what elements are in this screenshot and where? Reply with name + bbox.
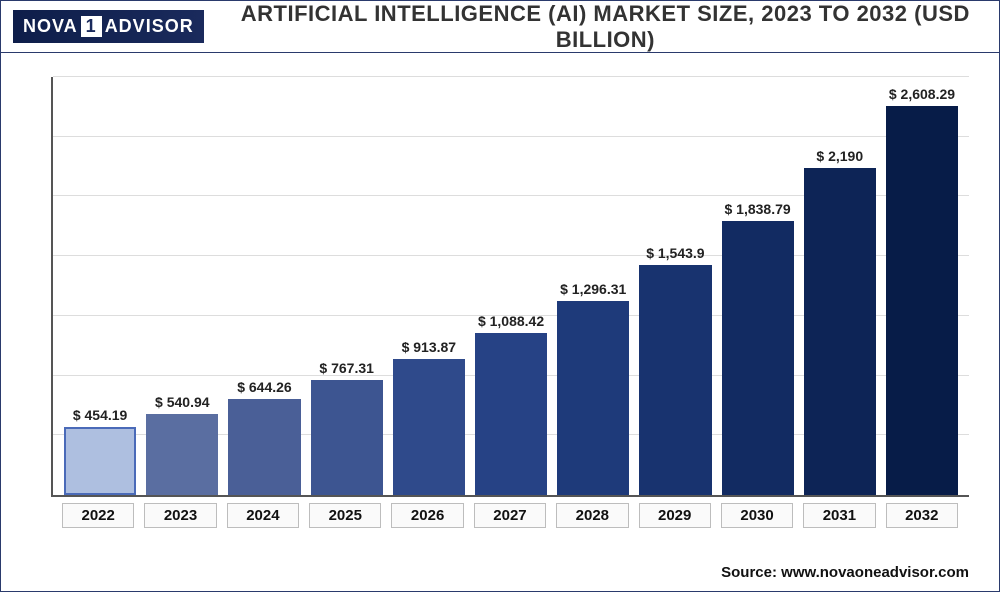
chart-title: ARTIFICIAL INTELLIGENCE (AI) MARKET SIZE… [224, 1, 987, 53]
logo-text-right: ADVISOR [105, 16, 194, 37]
bar-rect [475, 333, 547, 495]
bar-rect [393, 359, 465, 495]
x-axis-label: 2029 [639, 503, 711, 528]
bar-slot: $ 1,296.31 [552, 77, 634, 495]
bar-value-label: $ 1,543.9 [646, 245, 704, 261]
x-axis-label: 2028 [556, 503, 628, 528]
x-axis-label: 2030 [721, 503, 793, 528]
chart-container: $ 454.19 $ 540.94 $ 644.26 $ 767.31 $ 913.87… [1, 53, 999, 560]
bar-value-label: $ 2,608.29 [889, 86, 955, 102]
bar-value-label: $ 913.87 [402, 339, 457, 355]
logo-text-left: NOVA [23, 16, 78, 37]
x-axis-label: 2027 [474, 503, 546, 528]
source-url: www.novaoneadvisor.com [781, 564, 969, 581]
source-prefix: Source: [721, 564, 777, 581]
bar-value-label: $ 454.19 [73, 407, 128, 423]
bar-slot: $ 1,543.9 [634, 77, 716, 495]
bar-value-label: $ 540.94 [155, 394, 210, 410]
bar-value-label: $ 1,838.79 [725, 201, 791, 217]
bar-rect [557, 301, 629, 495]
bar-rect [804, 168, 876, 495]
bar-slot: $ 1,838.79 [717, 77, 799, 495]
bar-value-label: $ 1,088.42 [478, 313, 544, 329]
x-axis-label: 2032 [886, 503, 958, 528]
bar-rect [146, 414, 218, 495]
x-axis-label: 2031 [803, 503, 875, 528]
x-axis-label: 2023 [144, 503, 216, 528]
bar-rect [886, 106, 958, 495]
bar-slot: $ 913.87 [388, 77, 470, 495]
bar-slot: $ 767.31 [306, 77, 388, 495]
bar-value-label: $ 1,296.31 [560, 281, 626, 297]
brand-logo: NOVA 1 ADVISOR [13, 10, 204, 43]
bars-row: $ 454.19 $ 540.94 $ 644.26 $ 767.31 $ 913.87… [53, 77, 969, 495]
bar-rect [722, 221, 794, 496]
bar-value-label: $ 644.26 [237, 379, 292, 395]
bar-rect [639, 265, 711, 495]
x-axis-row: 2022 2023 2024 2025 2026 2027 2028 2029 2030 2031… [51, 503, 969, 528]
source-line: Source: www.novaoneadvisor.com [1, 560, 999, 591]
bar-rect [228, 399, 300, 495]
bar-slot: $ 2,190 [799, 77, 881, 495]
x-axis-label: 2022 [62, 503, 134, 528]
plot-area: $ 454.19 $ 540.94 $ 644.26 $ 767.31 $ 913.87… [51, 77, 969, 497]
header-band: NOVA 1 ADVISOR ARTIFICIAL INTELLIGENCE (… [1, 1, 999, 53]
bar-slot: $ 540.94 [141, 77, 223, 495]
bar-slot: $ 644.26 [223, 77, 305, 495]
bar-slot: $ 1,088.42 [470, 77, 552, 495]
x-axis-label: 2025 [309, 503, 381, 528]
x-axis-label: 2026 [391, 503, 463, 528]
bar-value-label: $ 767.31 [319, 360, 374, 376]
x-axis-label: 2024 [227, 503, 299, 528]
logo-one: 1 [81, 16, 102, 37]
bar-slot: $ 2,608.29 [881, 77, 963, 495]
bar-rect [311, 380, 383, 495]
bar-value-label: $ 2,190 [816, 148, 863, 164]
bar-slot: $ 454.19 [59, 77, 141, 495]
bar-rect [64, 427, 136, 495]
